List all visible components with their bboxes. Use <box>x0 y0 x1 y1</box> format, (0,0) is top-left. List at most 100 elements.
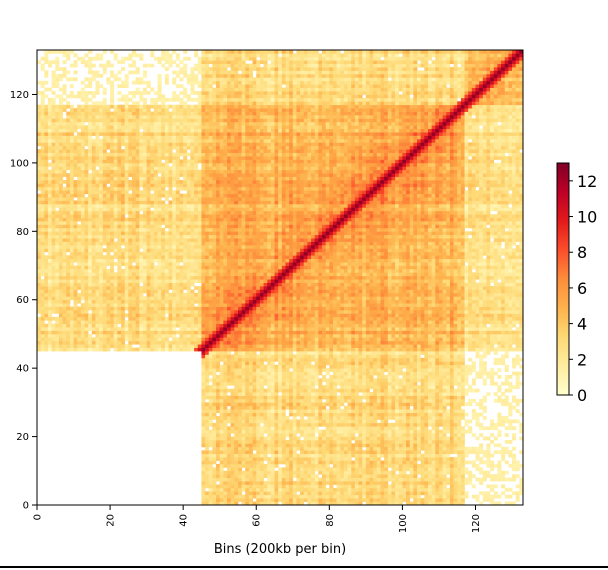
heatmap-cell <box>230 340 235 345</box>
heatmap-cell <box>194 180 199 184</box>
heatmap-cell <box>66 50 71 54</box>
heatmap-cell <box>216 227 221 232</box>
heatmap-cell <box>40 118 45 123</box>
heatmap-cell <box>37 323 41 328</box>
heatmap-cell <box>201 111 206 116</box>
heatmap-cell <box>208 443 213 448</box>
heatmap-cell <box>161 180 166 184</box>
heatmap-cell <box>121 94 126 99</box>
heatmap-cell <box>58 320 63 325</box>
heatmap-cell <box>142 227 147 232</box>
heatmap-cell <box>208 289 213 294</box>
heatmap-cell <box>117 217 122 222</box>
heatmap-cell <box>99 207 104 212</box>
heatmap-cell <box>99 255 104 260</box>
heatmap-cell <box>223 53 228 58</box>
heatmap-cell <box>37 169 41 174</box>
heatmap-cell <box>219 268 224 273</box>
heatmap-cell <box>216 279 221 283</box>
heatmap-cell <box>234 433 239 437</box>
heatmap-cell <box>212 258 217 263</box>
heatmap-cell <box>212 77 217 82</box>
heatmap-cell <box>241 296 246 301</box>
heatmap-cell <box>230 501 235 506</box>
heatmap-cell <box>183 248 188 253</box>
heatmap-cell <box>132 320 137 325</box>
heatmap-cell <box>216 67 221 71</box>
heatmap-cell <box>139 310 144 314</box>
heatmap-cell <box>237 378 242 383</box>
heatmap-cell <box>58 115 63 119</box>
heatmap-cell <box>216 241 221 246</box>
heatmap-cell <box>223 203 228 208</box>
heatmap-cell <box>150 340 155 345</box>
heatmap-cell <box>95 327 100 331</box>
heatmap-cell <box>216 169 221 174</box>
heatmap-cell <box>62 60 67 65</box>
heatmap-cell <box>40 282 45 287</box>
heatmap-cell <box>73 289 78 294</box>
heatmap-cell <box>219 409 224 413</box>
heatmap-cell <box>237 101 242 106</box>
heatmap-cell <box>227 429 232 434</box>
heatmap-cell <box>205 402 210 407</box>
heatmap-cell <box>106 310 111 314</box>
heatmap-cell <box>194 190 199 195</box>
heatmap-cell <box>223 272 228 277</box>
heatmap-cell <box>47 234 52 239</box>
heatmap-cell <box>69 203 74 208</box>
heatmap-cell <box>164 156 169 160</box>
heatmap-cell <box>110 193 115 198</box>
heatmap-cell <box>150 279 155 283</box>
heatmap-cell <box>47 289 52 294</box>
heatmap-cell <box>227 53 232 58</box>
heatmap-cell <box>139 340 144 345</box>
heatmap-cell <box>227 145 232 150</box>
heatmap-cell <box>227 306 232 311</box>
heatmap-cell <box>205 477 210 482</box>
heatmap-cell <box>212 484 217 489</box>
heatmap-cell <box>230 128 235 133</box>
heatmap-cell <box>40 227 45 232</box>
heatmap-cell <box>113 340 118 345</box>
heatmap-cell <box>77 313 82 318</box>
heatmap-cell <box>172 234 177 239</box>
heatmap-cell <box>205 392 210 396</box>
heatmap-cell <box>172 121 177 126</box>
heatmap-cell <box>212 176 217 181</box>
heatmap-cell <box>237 347 242 352</box>
heatmap-cell <box>216 422 221 427</box>
heatmap-cell <box>40 265 45 270</box>
heatmap-cell <box>95 197 100 201</box>
heatmap-cell <box>146 142 151 147</box>
heatmap-cell <box>197 111 202 116</box>
heatmap-cell <box>117 186 122 191</box>
heatmap-cell <box>37 176 41 181</box>
heatmap-cell <box>219 457 224 461</box>
heatmap-cell <box>205 450 210 455</box>
heatmap-cell <box>234 248 239 253</box>
heatmap-cell <box>237 323 242 328</box>
heatmap-cell <box>58 234 63 239</box>
heatmap-cell <box>208 91 213 95</box>
heatmap-cell <box>142 63 147 68</box>
heatmap-cell <box>227 436 232 441</box>
heatmap-cell <box>175 316 180 321</box>
heatmap-cell <box>106 193 111 198</box>
heatmap-cell <box>190 149 195 153</box>
heatmap-cell <box>205 231 210 236</box>
heatmap-cell <box>164 115 169 119</box>
heatmap-cell <box>190 210 195 215</box>
heatmap-cell <box>128 104 133 109</box>
heatmap-cell <box>44 286 49 290</box>
heatmap-cell <box>212 337 217 342</box>
heatmap-cell <box>241 251 246 256</box>
heatmap-cell <box>223 443 228 448</box>
heatmap-cell <box>219 498 224 502</box>
heatmap-cell <box>106 60 111 65</box>
heatmap-cell <box>117 214 122 218</box>
heatmap-cell <box>205 248 210 253</box>
heatmap-cell <box>168 224 173 229</box>
heatmap-cell <box>117 316 122 321</box>
heatmap-cell <box>230 354 235 359</box>
